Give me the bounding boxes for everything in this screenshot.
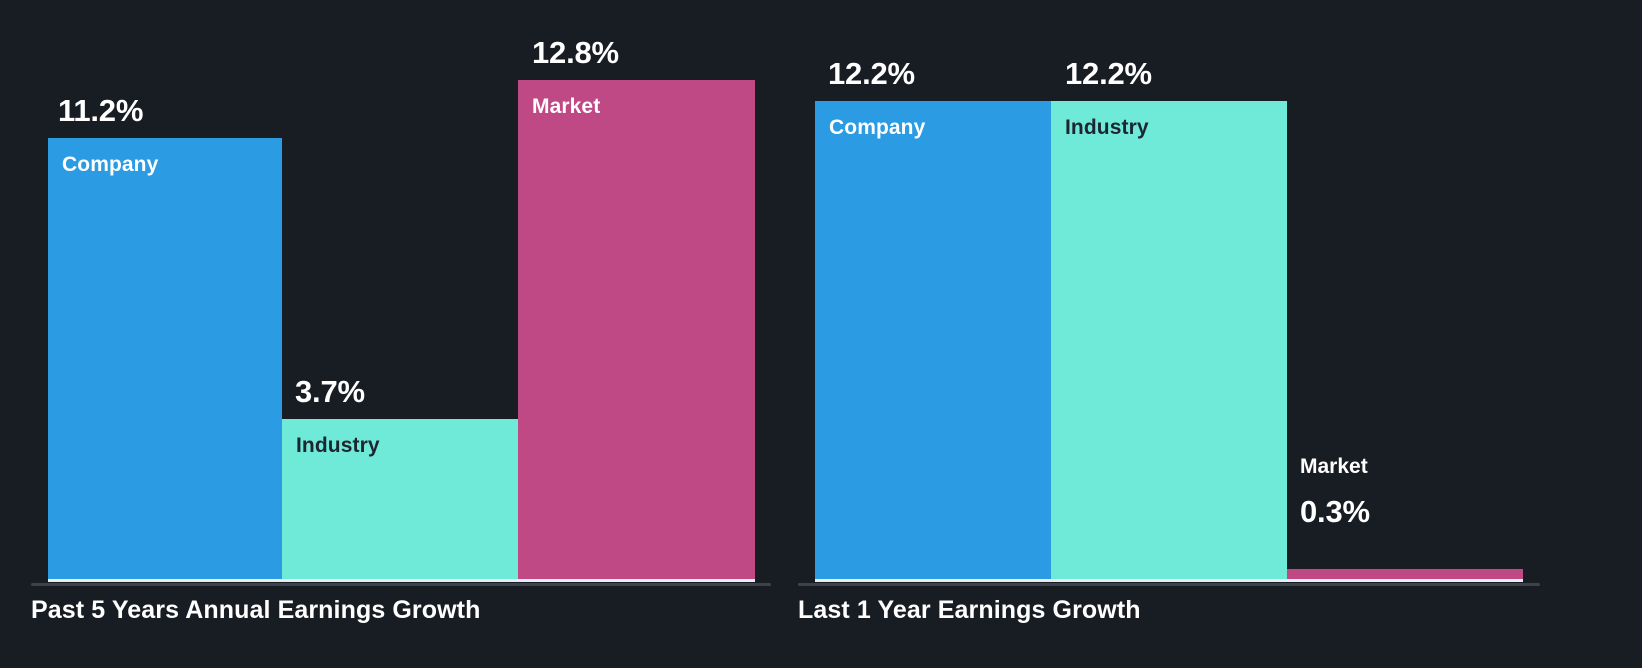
x-axis-left xyxy=(31,583,771,586)
bar-label-industry-1y: Industry xyxy=(1065,116,1149,139)
bar-company-1y[interactable]: Company xyxy=(815,101,1051,581)
baseline-cap-left xyxy=(48,579,755,582)
x-axis-right xyxy=(798,583,1540,586)
baseline-cap-right xyxy=(815,579,1523,582)
bar-value-industry-1y: 12.2% xyxy=(1065,56,1152,91)
bar-value-company-5y: 11.2% xyxy=(58,93,144,128)
plot-area-left: Company 11.2% Industry 3.7% Market 12.8% xyxy=(0,0,790,581)
chart-panel-past-5-years: Company 11.2% Industry 3.7% Market 12.8%… xyxy=(0,0,790,668)
bar-annotation-market-1y: Market 0.3% xyxy=(1300,456,1370,527)
bar-company-5y[interactable]: Company xyxy=(48,138,282,581)
bar-value-industry-5y: 3.7% xyxy=(295,374,365,409)
bar-market-5y[interactable]: Market xyxy=(518,80,755,581)
bar-value-market-1y: 0.3% xyxy=(1300,494,1370,529)
panel-title-past-5-years: Past 5 Years Annual Earnings Growth xyxy=(31,596,481,624)
bar-label-company-1y: Company xyxy=(829,116,926,139)
bar-market-1y[interactable] xyxy=(1287,569,1523,581)
bar-industry-1y[interactable]: Industry xyxy=(1051,101,1287,581)
panel-title-last-1-year: Last 1 Year Earnings Growth xyxy=(798,596,1141,624)
bar-label-market-5y: Market xyxy=(532,95,601,118)
bar-label-company-5y: Company xyxy=(62,153,159,176)
chart-panel-last-1-year: Company 12.2% Industry 12.2% Market 0.3%… xyxy=(790,0,1642,668)
bar-label-market-1y: Market xyxy=(1300,455,1368,478)
bar-value-market-5y: 12.8% xyxy=(532,35,619,70)
plot-area-right: Company 12.2% Industry 12.2% Market 0.3% xyxy=(790,0,1642,581)
bar-industry-5y[interactable]: Industry xyxy=(282,419,518,581)
bar-label-industry-5y: Industry xyxy=(296,434,380,457)
bar-value-company-1y: 12.2% xyxy=(828,56,915,91)
